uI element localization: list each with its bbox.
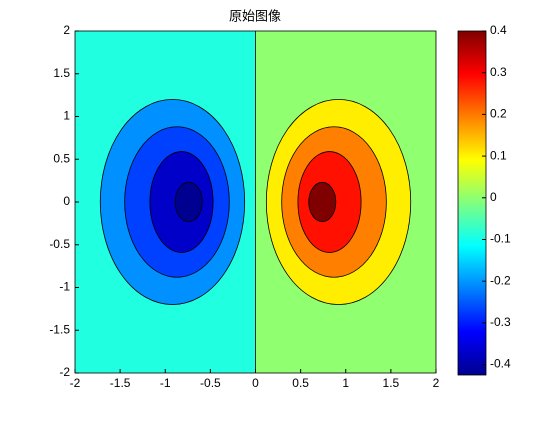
y-tick-label: 2	[63, 23, 70, 37]
y-tick-label: -2	[59, 365, 70, 379]
colorbar-tick-label: 0.1	[490, 148, 507, 162]
colorbar	[457, 30, 487, 376]
contour-region	[308, 181, 337, 223]
x-tick-label: -2	[70, 376, 81, 390]
colorbar-tick-label: -0.2	[490, 273, 511, 287]
y-tick-label: 0	[63, 194, 70, 208]
y-tick-label: -1.5	[49, 322, 70, 336]
x-tick-label: 1.5	[383, 376, 400, 390]
colorbar-tick-label: 0	[490, 190, 497, 204]
x-tick-label: -1.5	[110, 376, 131, 390]
x-tick-label: 2	[433, 376, 440, 390]
y-tick-label: 0.5	[53, 151, 70, 165]
colorbar-tick-label: 0.3	[490, 65, 507, 79]
colorbar-tick-label: 0.2	[490, 107, 507, 121]
colorbar-tick-label: -0.4	[490, 357, 511, 371]
chart-title: 原始图像	[229, 8, 281, 23]
y-tick-label: 1.5	[53, 66, 70, 80]
colorbar-tick-label: 0.4	[490, 23, 507, 37]
x-tick-label: 0	[252, 376, 259, 390]
x-tick-label: -0.5	[200, 376, 221, 390]
colorbar-tick-label: -0.1	[490, 232, 511, 246]
x-tick-label: -1	[160, 376, 171, 390]
y-tick-label: 1	[63, 109, 70, 123]
x-tick-label: 0.5	[292, 376, 309, 390]
colorbar-tick-label: -0.3	[490, 315, 511, 329]
contour-region	[174, 181, 203, 223]
plot-area	[75, 31, 436, 373]
y-tick-label: -1	[59, 280, 70, 294]
y-tick-label: -0.5	[49, 237, 70, 251]
x-tick-label: 1	[342, 376, 349, 390]
